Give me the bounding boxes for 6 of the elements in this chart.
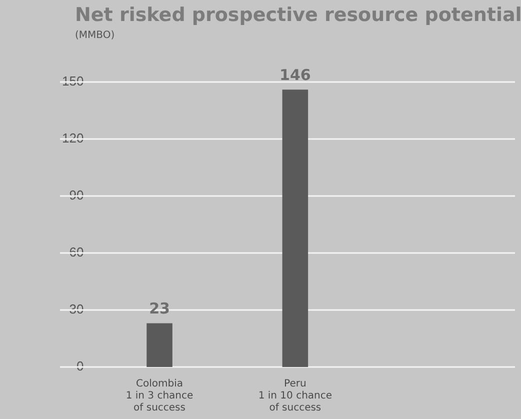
data-label: 146	[280, 66, 311, 84]
data-label: 23	[149, 300, 170, 318]
chart-subtitle: (MMBO)	[75, 30, 115, 41]
chart-title: Net risked prospective resource potential	[75, 4, 521, 26]
x-tick-label: Peru 1 in 10 chance of success	[258, 378, 332, 414]
x-tick-label: Colombia 1 in 3 chance of success	[126, 378, 194, 414]
